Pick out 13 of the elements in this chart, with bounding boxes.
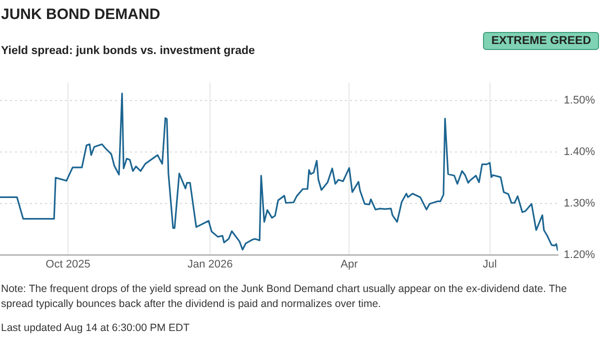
x-tick-label: Jul (482, 258, 497, 270)
y-tick-label: 1.20% (564, 248, 596, 261)
y-tick-label: 1.50% (564, 94, 596, 107)
x-tick-label: Jan 2026 (188, 258, 233, 270)
y-tick-label: 1.40% (564, 146, 596, 158)
text: EXTREME GREED (483, 32, 599, 50)
chart-title: JUNK BOND DEMAND (1, 6, 160, 23)
x-tick-label: Oct 2025 (46, 258, 90, 270)
text: Last updated Aug 14 at 6:30:00 PM EDT (1, 322, 190, 334)
text: Note: The frequent drops of the yield spread on the Junk Bond Demand chart usually appear on the ex-dividend date. The spread typically bounces back after the dividend is paid and normalizes over time. (1, 282, 568, 312)
x-tick-label: Apr (340, 258, 358, 270)
y-tick-label: 1.30% (564, 197, 596, 210)
chart-subtitle: Yield spread: junk bonds vs. investment grade (1, 45, 255, 57)
